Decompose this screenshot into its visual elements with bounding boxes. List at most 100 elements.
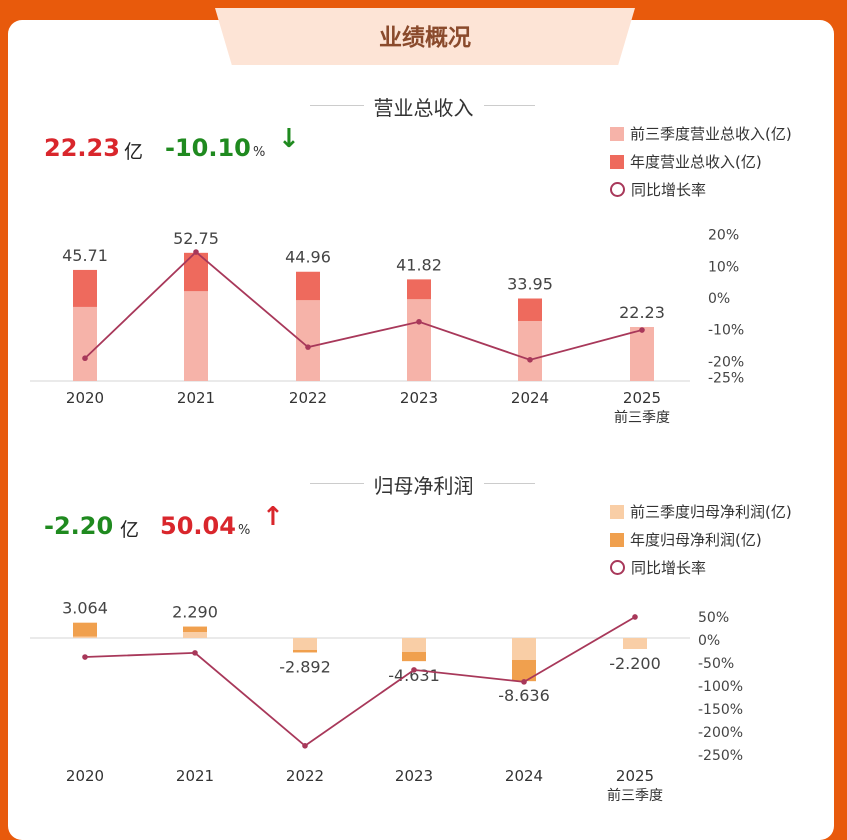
data-label: 22.23 xyxy=(619,303,665,322)
profit-kpi-value: -2.20 xyxy=(44,512,114,540)
data-label: -2.892 xyxy=(279,657,331,676)
x-tick-label: 2021 xyxy=(177,389,215,407)
data-label: 3.064 xyxy=(62,599,108,618)
arrow-down-icon: ↓ xyxy=(278,124,300,154)
growth-point xyxy=(192,650,198,656)
revenue-kpi-change: -10.10 xyxy=(165,134,251,162)
growth-point xyxy=(416,318,422,325)
data-label: -8.636 xyxy=(498,686,550,705)
revenue-kpi-pct: % xyxy=(253,145,266,160)
legend-label: 年度归母净利润(亿) xyxy=(630,531,762,549)
growth-point xyxy=(302,743,308,749)
y-tick-label: -50% xyxy=(698,656,734,672)
data-label: 44.96 xyxy=(285,248,331,267)
charts-canvas: 45.71 2020 52.75 2021 44.96 2022 41.82 2023 33.9… xyxy=(30,228,744,804)
growth-point xyxy=(82,654,88,660)
y-tick-label: -200% xyxy=(698,725,743,741)
growth-point xyxy=(82,355,88,362)
legend-swatch xyxy=(610,532,624,547)
x-tick-label: 2021 xyxy=(176,767,214,785)
q3-bar xyxy=(73,636,97,638)
profit-title-text: 归母净利润 xyxy=(363,474,484,498)
legend-item: 年度归母净利润(亿) xyxy=(610,529,762,550)
x-tick-label: 2022 xyxy=(286,767,324,785)
q3-bar xyxy=(402,638,426,652)
legend-label: 同比增长率 xyxy=(631,181,707,199)
q3-bar xyxy=(623,638,647,649)
y-tick-label: -100% xyxy=(698,679,743,695)
revenue-kpi-value: 22.23 xyxy=(44,134,120,162)
revenue-kpi-unit: 亿 xyxy=(124,141,144,163)
y-tick-label: -10% xyxy=(708,323,744,339)
legend-swatch xyxy=(610,126,624,141)
growth-line xyxy=(84,250,643,361)
watermark: 搜狐号@创投学社 xyxy=(704,793,833,812)
x-tick-label: 2024 xyxy=(511,389,549,407)
x-tick-label: 2020 xyxy=(66,389,104,407)
y-tick-label: 20% xyxy=(708,228,739,244)
legend-label: 前三季度归母净利润(亿) xyxy=(630,503,792,521)
x-tick-label: 2022 xyxy=(289,389,327,407)
y-tick-label: -150% xyxy=(698,702,743,718)
legend-item: 年度营业总收入(亿) xyxy=(610,151,762,172)
data-label: 45.71 xyxy=(62,246,108,265)
growth-point xyxy=(521,679,527,685)
x-tick-label: 2023 xyxy=(400,389,438,407)
profit-kpi-change: 50.04 xyxy=(160,512,236,540)
y-tick-label: -20% xyxy=(708,354,744,370)
y-tick-label: 0% xyxy=(708,291,730,307)
data-label: 33.95 xyxy=(507,275,553,294)
q3-bar xyxy=(184,291,208,381)
q3-bar xyxy=(407,299,431,381)
legend-label: 年度营业总收入(亿) xyxy=(630,153,762,171)
legend-swatch xyxy=(610,154,624,169)
q3-bar xyxy=(73,306,97,381)
x-tick-sublabel: 前三季度 xyxy=(614,409,670,426)
data-label: 52.75 xyxy=(173,229,219,248)
growth-point xyxy=(632,614,638,620)
growth-point xyxy=(305,344,311,350)
legend-label: 前三季度营业总收入(亿) xyxy=(630,125,792,143)
x-tick-label: 2020 xyxy=(66,767,104,785)
legend-item: 前三季度营业总收入(亿) xyxy=(610,123,792,144)
y-tick-label: -250% xyxy=(698,748,743,764)
x-tick-sublabel: 前三季度 xyxy=(607,787,663,804)
annual-bar xyxy=(73,622,97,638)
profit-kpi-unit: 亿 xyxy=(120,519,140,541)
legend-item: 同比增长率 xyxy=(610,557,706,578)
growth-point xyxy=(411,667,417,673)
legend-item: 前三季度归母净利润(亿) xyxy=(610,501,792,522)
growth-point xyxy=(639,327,645,333)
q3-bar xyxy=(518,320,542,381)
revenue-section-title: 营业总收入 xyxy=(0,92,847,121)
growth-point xyxy=(193,249,199,255)
growth-point xyxy=(527,357,533,363)
data-label: -2.200 xyxy=(609,654,661,673)
data-label: 2.290 xyxy=(172,603,218,622)
q3-bar xyxy=(630,326,654,381)
header-banner: 业绩概况 xyxy=(215,8,635,65)
legend-swatch xyxy=(610,504,624,519)
legend-label: 同比增长率 xyxy=(631,559,707,577)
y-tick-label: 50% xyxy=(698,610,729,626)
x-tick-label: 2024 xyxy=(505,767,543,785)
legend-item: 同比增长率 xyxy=(610,179,706,200)
x-tick-label: 2025 xyxy=(616,767,654,785)
performance-card xyxy=(8,20,834,840)
x-tick-label: 2023 xyxy=(395,767,433,785)
page-title: 业绩概况 xyxy=(379,25,471,51)
q3-bar xyxy=(293,638,317,650)
legend-circle-icon xyxy=(610,182,625,197)
growth-line xyxy=(84,616,636,747)
legend-circle-icon xyxy=(610,560,625,575)
q3-bar xyxy=(183,632,207,638)
data-label: 41.82 xyxy=(396,255,442,274)
revenue-title-text: 营业总收入 xyxy=(363,96,484,120)
arrow-up-icon: ↑ xyxy=(262,502,284,532)
profit-section-title: 归母净利润 xyxy=(0,470,847,499)
q3-bar xyxy=(512,638,536,660)
y-tick-label: 0% xyxy=(698,633,720,649)
profit-kpi-pct: % xyxy=(238,523,251,538)
x-tick-label: 2025 xyxy=(623,389,661,407)
y-tick-label: -25% xyxy=(708,370,744,386)
